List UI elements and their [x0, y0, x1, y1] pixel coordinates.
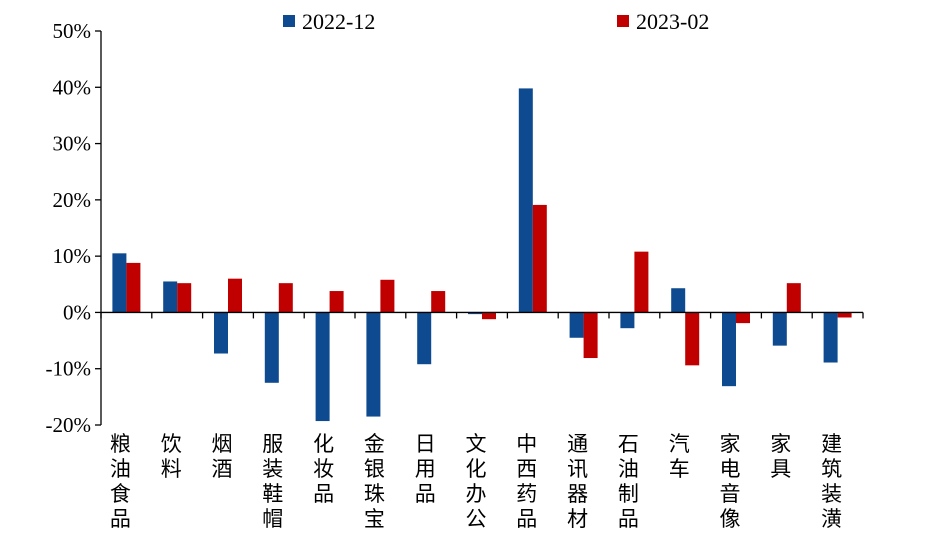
y-tick-label: 20% — [53, 188, 92, 212]
y-tick-label: 30% — [53, 132, 92, 156]
y-tick-label: 10% — [53, 244, 92, 268]
bar-series1-13 — [772, 312, 787, 346]
category-label: 日用品 — [415, 432, 436, 506]
bar-series2-10 — [634, 251, 649, 313]
bar-series2-7 — [482, 312, 496, 320]
bar-series1-3 — [264, 312, 279, 383]
bar-series2-3 — [278, 283, 293, 313]
bar-series1-0 — [112, 253, 127, 313]
category-label: 石油制品 — [618, 432, 639, 531]
bar-series2-14 — [837, 312, 852, 318]
legend-swatch-2 — [617, 15, 629, 27]
bar-series2-4 — [329, 291, 344, 313]
bar-series2-11 — [685, 312, 700, 366]
y-tick-label: -10% — [46, 357, 92, 381]
bar-series2-12 — [736, 312, 750, 324]
bar-series1-6 — [417, 312, 432, 365]
category-label: 中西药品 — [516, 432, 537, 531]
legend-swatch-1 — [283, 15, 295, 27]
legend: 2022-12 2023-02 — [283, 9, 709, 34]
bar-series1-12 — [722, 312, 736, 387]
category-label: 化妆品 — [313, 432, 334, 506]
y-tick-label: -20% — [46, 413, 92, 437]
category-label: 文化办公 — [466, 432, 487, 531]
bar-series2-0 — [126, 262, 141, 313]
bar-series2-1 — [177, 283, 192, 313]
category-label: 通讯器材 — [567, 432, 588, 531]
legend-label-1: 2022-12 — [302, 9, 375, 34]
bar-series1-1 — [163, 281, 178, 313]
category-label: 烟酒 — [212, 432, 233, 481]
bar-series1-14 — [823, 312, 838, 363]
bar-series1-4 — [315, 312, 330, 422]
category-label: 汽车 — [669, 432, 690, 481]
bar-series2-6 — [431, 291, 446, 313]
bar-series2-9 — [583, 312, 598, 359]
axes — [95, 30, 864, 426]
y-tick-label: 50% — [53, 19, 92, 43]
bar-series1-8 — [518, 88, 533, 313]
bar-series2-2 — [228, 278, 242, 313]
bar-series1-9 — [569, 312, 584, 338]
category-label: 家具 — [770, 432, 791, 481]
y-tick-label: 40% — [53, 75, 92, 99]
bar-series2-13 — [786, 283, 801, 313]
bar-series1-11 — [671, 288, 686, 313]
bars — [112, 88, 852, 422]
bar-series1-7 — [468, 312, 482, 315]
category-label: 饮料 — [161, 432, 182, 481]
category-label: 家电音像 — [720, 432, 741, 531]
category-label: 建筑装潢 — [821, 432, 842, 531]
bar-series1-2 — [214, 312, 228, 354]
category-label: 金银珠宝 — [364, 432, 385, 531]
legend-label-2: 2023-02 — [636, 9, 709, 34]
y-tick-label: 0% — [63, 300, 91, 324]
bar-series1-10 — [620, 312, 635, 329]
bar-series1-5 — [366, 312, 381, 417]
bar-series2-5 — [380, 279, 395, 313]
bar-series2-8 — [532, 204, 547, 313]
category-label: 服装鞋帽 — [262, 432, 283, 531]
category-label: 粮油食品 — [110, 432, 131, 531]
